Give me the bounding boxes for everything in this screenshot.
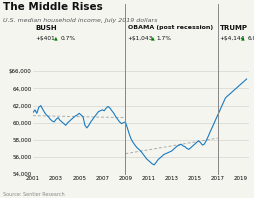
Text: TRUMP: TRUMP <box>219 25 247 31</box>
Text: Source: Sentier Research: Source: Sentier Research <box>3 192 64 197</box>
Text: +$1,043: +$1,043 <box>128 36 153 41</box>
Text: 6.0%: 6.0% <box>247 36 254 41</box>
Text: U.S. median household income, July 2019 dollars: U.S. median household income, July 2019 … <box>3 18 157 23</box>
Text: ▲: ▲ <box>241 35 245 40</box>
Text: BUSH: BUSH <box>35 25 57 31</box>
Text: ▲: ▲ <box>151 35 154 40</box>
Text: The Middle Rises: The Middle Rises <box>3 2 102 12</box>
Text: OBAMA (post recession): OBAMA (post recession) <box>128 25 213 30</box>
Text: ▲: ▲ <box>54 35 58 40</box>
Text: +$4,144: +$4,144 <box>219 36 245 41</box>
Text: 0.7%: 0.7% <box>61 36 76 41</box>
Text: +$401: +$401 <box>35 36 55 41</box>
Text: 1.7%: 1.7% <box>157 36 172 41</box>
